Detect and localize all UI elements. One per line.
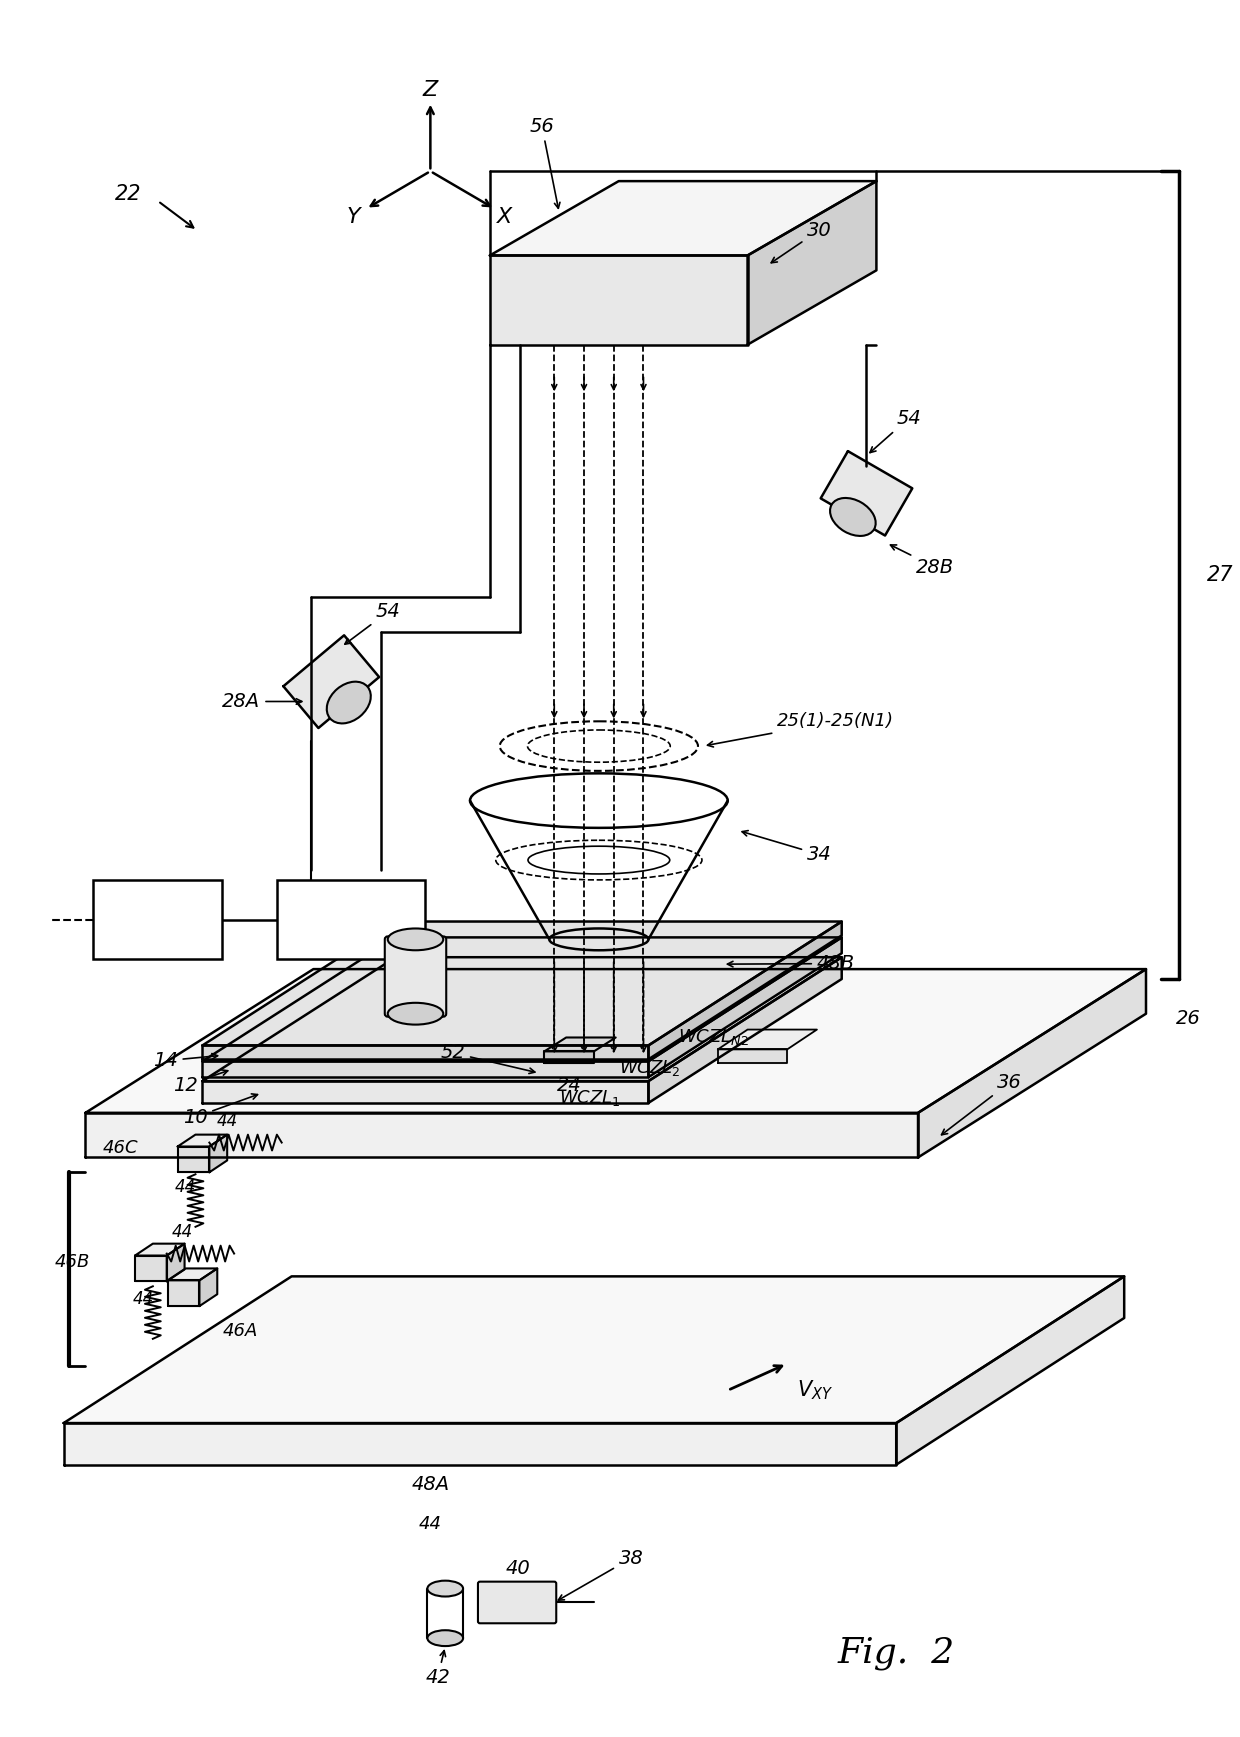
Text: 42: 42 — [425, 1650, 450, 1687]
Polygon shape — [821, 452, 913, 535]
Polygon shape — [544, 1051, 594, 1063]
Polygon shape — [86, 1113, 918, 1157]
Polygon shape — [167, 1268, 217, 1280]
Text: Y: Y — [346, 207, 360, 228]
Ellipse shape — [428, 1631, 463, 1647]
Text: 52: 52 — [440, 1044, 534, 1073]
Text: WCZL$_{N2}$: WCZL$_{N2}$ — [678, 1027, 749, 1046]
Text: 50: 50 — [398, 905, 423, 924]
Text: 44: 44 — [175, 1178, 196, 1197]
Polygon shape — [202, 938, 842, 1061]
Text: 46A: 46A — [222, 1322, 258, 1339]
Text: 14: 14 — [153, 1051, 217, 1070]
Polygon shape — [490, 181, 877, 255]
Polygon shape — [918, 969, 1146, 1157]
Polygon shape — [202, 1061, 649, 1077]
FancyBboxPatch shape — [277, 881, 425, 959]
Text: WCZL$_2$: WCZL$_2$ — [619, 1058, 681, 1079]
Text: 44: 44 — [133, 1291, 154, 1308]
Polygon shape — [177, 1146, 210, 1172]
Polygon shape — [166, 1244, 185, 1282]
Text: 24: 24 — [557, 1075, 582, 1094]
Text: 22: 22 — [115, 184, 141, 203]
Text: 44: 44 — [217, 1112, 238, 1129]
Text: 56: 56 — [529, 116, 560, 208]
Polygon shape — [135, 1256, 166, 1282]
Text: 26: 26 — [1176, 1009, 1200, 1028]
Text: 54: 54 — [345, 603, 401, 644]
Polygon shape — [135, 1244, 185, 1256]
Polygon shape — [718, 1049, 787, 1063]
Text: 54: 54 — [870, 408, 921, 453]
Ellipse shape — [388, 929, 443, 950]
Text: 40: 40 — [505, 1560, 529, 1579]
Polygon shape — [649, 957, 842, 1103]
Ellipse shape — [327, 681, 371, 723]
Text: 46C: 46C — [103, 1138, 138, 1157]
FancyBboxPatch shape — [384, 936, 446, 1016]
Text: 28B: 28B — [890, 545, 954, 577]
Text: 48B: 48B — [728, 954, 856, 973]
Polygon shape — [284, 636, 379, 728]
FancyBboxPatch shape — [477, 1582, 557, 1624]
Polygon shape — [86, 969, 1146, 1113]
Polygon shape — [649, 922, 842, 1060]
FancyBboxPatch shape — [93, 881, 222, 959]
Polygon shape — [200, 1268, 217, 1306]
Text: 28A: 28A — [222, 691, 301, 710]
Polygon shape — [202, 1046, 649, 1060]
Text: X: X — [497, 207, 512, 228]
Text: 46B: 46B — [55, 1252, 91, 1270]
Text: Z: Z — [423, 80, 438, 101]
Polygon shape — [748, 181, 877, 344]
Text: 48A: 48A — [412, 1475, 449, 1494]
Text: Fig.  2: Fig. 2 — [837, 1636, 955, 1669]
Text: 36: 36 — [941, 1073, 1022, 1134]
Text: 27: 27 — [1207, 565, 1233, 585]
Text: $V_{XY}$: $V_{XY}$ — [797, 1379, 833, 1402]
Polygon shape — [544, 1037, 616, 1051]
Polygon shape — [210, 1134, 227, 1172]
Text: WCZL$_1$: WCZL$_1$ — [559, 1087, 621, 1108]
Text: 44: 44 — [172, 1223, 193, 1240]
Text: 10: 10 — [182, 1094, 258, 1127]
Polygon shape — [897, 1277, 1125, 1464]
Polygon shape — [202, 957, 842, 1080]
Text: 12: 12 — [172, 1070, 228, 1094]
Polygon shape — [167, 1280, 200, 1306]
Polygon shape — [490, 255, 748, 344]
Ellipse shape — [830, 499, 875, 537]
Ellipse shape — [428, 1581, 463, 1596]
Polygon shape — [718, 1030, 817, 1049]
Polygon shape — [63, 1277, 1125, 1423]
Polygon shape — [202, 922, 842, 1046]
Text: 62: 62 — [145, 910, 171, 929]
Text: 38: 38 — [558, 1549, 644, 1600]
Text: 25(1)-25(N1): 25(1)-25(N1) — [708, 712, 894, 747]
Ellipse shape — [388, 1002, 443, 1025]
Text: 30: 30 — [771, 221, 832, 262]
Polygon shape — [63, 1423, 897, 1464]
Text: 32: 32 — [337, 910, 365, 929]
Polygon shape — [649, 938, 842, 1077]
Text: 34: 34 — [742, 830, 832, 863]
Polygon shape — [177, 1134, 227, 1146]
Text: 44: 44 — [419, 1515, 441, 1534]
Polygon shape — [202, 1080, 649, 1103]
